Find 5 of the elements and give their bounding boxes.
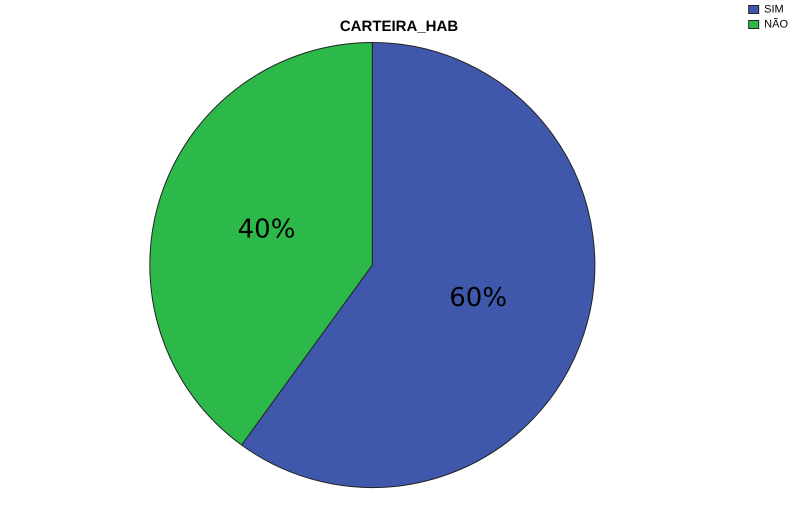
data-label: 40%	[238, 214, 296, 244]
text: CARTEIRA_HAB	[340, 18, 458, 36]
legend-label: NÃO	[764, 18, 788, 31]
legend-label: SIM	[764, 4, 784, 16]
data-label: 60%	[449, 283, 508, 314]
